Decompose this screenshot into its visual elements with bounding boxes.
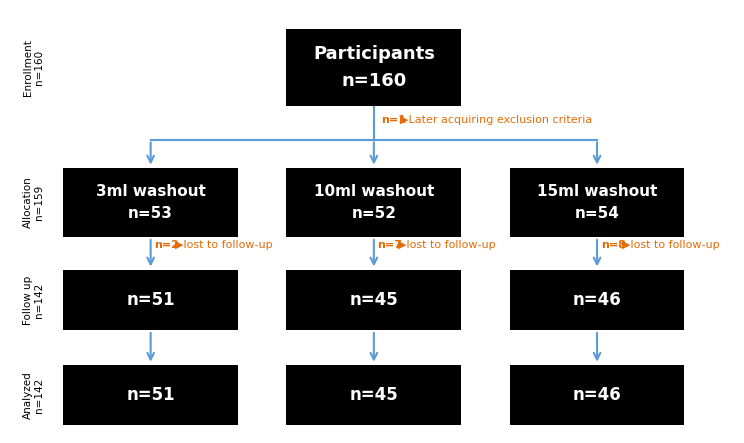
FancyBboxPatch shape [286, 270, 461, 330]
Text: n=51: n=51 [126, 386, 175, 404]
Text: ▶lost to follow-up: ▶lost to follow-up [399, 240, 496, 250]
FancyBboxPatch shape [63, 168, 238, 237]
Text: Enrollment
n=160: Enrollment n=160 [22, 39, 45, 96]
Text: n=7: n=7 [378, 240, 403, 250]
Text: n=2: n=2 [155, 240, 179, 250]
Text: 10ml washout
n=52: 10ml washout n=52 [314, 184, 434, 221]
Text: n=46: n=46 [573, 386, 621, 404]
Text: n=51: n=51 [126, 291, 175, 309]
Text: ▶lost to follow-up: ▶lost to follow-up [176, 240, 273, 250]
Text: ▶Later acquiring exclusion criteria: ▶Later acquiring exclusion criteria [400, 116, 592, 125]
Text: 15ml washout
n=54: 15ml washout n=54 [537, 184, 657, 221]
Text: Allocation
n=159: Allocation n=159 [22, 177, 45, 228]
Text: n=46: n=46 [573, 291, 621, 309]
FancyBboxPatch shape [286, 168, 461, 237]
FancyBboxPatch shape [286, 29, 461, 106]
Text: n=45: n=45 [350, 291, 398, 309]
FancyBboxPatch shape [510, 365, 684, 425]
FancyBboxPatch shape [286, 365, 461, 425]
FancyBboxPatch shape [63, 270, 238, 330]
Text: n=1: n=1 [381, 116, 406, 125]
Text: Participants
n=160: Participants n=160 [313, 45, 434, 90]
Text: n=8: n=8 [601, 240, 626, 250]
FancyBboxPatch shape [510, 168, 684, 237]
Text: ▶lost to follow-up: ▶lost to follow-up [622, 240, 719, 250]
FancyBboxPatch shape [63, 365, 238, 425]
Text: 3ml washout
n=53: 3ml washout n=53 [96, 184, 205, 221]
Text: Follow up
n=142: Follow up n=142 [22, 275, 45, 325]
FancyBboxPatch shape [510, 270, 684, 330]
Text: Analyzed
n=142: Analyzed n=142 [22, 371, 45, 419]
Text: n=45: n=45 [350, 386, 398, 404]
